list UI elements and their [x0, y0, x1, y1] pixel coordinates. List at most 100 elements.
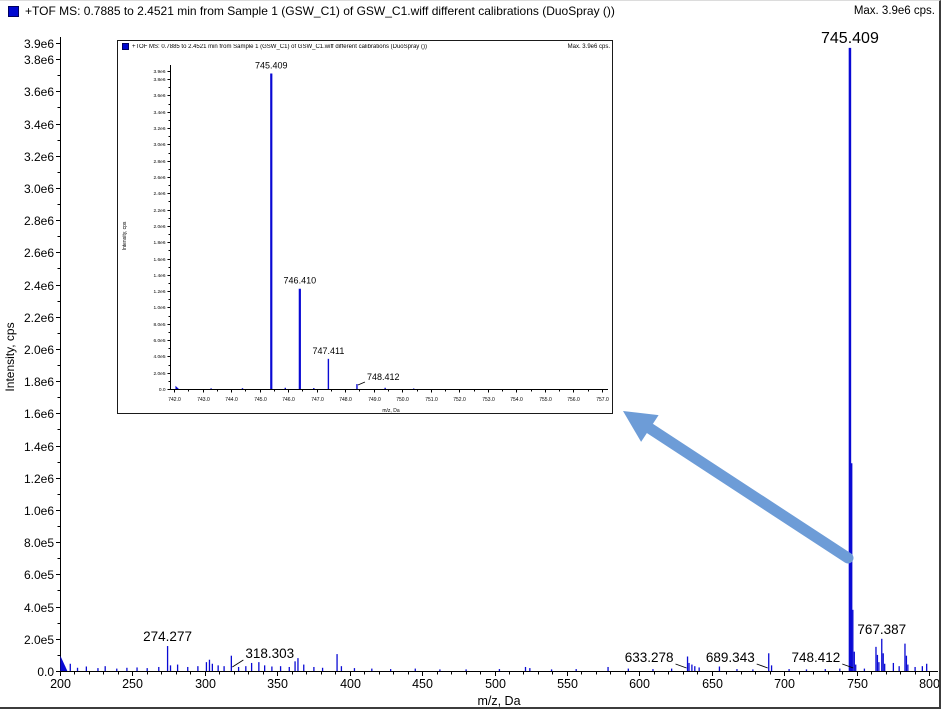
inset-x-tick-label: 747.0 [311, 397, 324, 403]
inset-peak-label-747.411: 747.411 [312, 346, 344, 356]
inset-y-tick-label: 8.0e5 [153, 322, 165, 328]
main-peak-label-633.278: 633.278 [625, 650, 674, 665]
inset-x-tick-label: 756.0 [567, 397, 580, 403]
inset-y-tick-label: 6.0e5 [153, 338, 165, 344]
main-x-tick-label: 800 [919, 677, 939, 691]
main-peak-label-745.409: 745.409 [821, 30, 879, 47]
inset-x-tick-label: 752.0 [453, 397, 466, 403]
main-peak-label-767.387: 767.387 [857, 622, 906, 637]
main-x-tick-label: 550 [557, 677, 578, 691]
main-y-tick-label: 2.8e6 [24, 214, 54, 228]
inset-x-tick-label: 743.0 [197, 397, 210, 403]
main-y-tick-label: 3.6e6 [24, 85, 54, 99]
inset-x-tick-label: 757.0 [596, 397, 609, 403]
inset-y-tick-label: 1.0e6 [153, 305, 165, 311]
main-spectrum-chart: 0.0 2.0e5 4.0e5 6.0e5 8.0e5 1.0e6 1.2e6 1.4e6 1.… [3, 30, 939, 707]
inset-peak-label-748.412: 748.412 [367, 372, 400, 382]
inset-max-intensity-label: Max. 3.9e6 cps. [567, 43, 610, 50]
main-x-tick-label: 700 [774, 677, 795, 691]
main-x-tick-label: 600 [629, 677, 650, 691]
main-y-tick-label: 2.4e6 [24, 279, 54, 293]
main-y-tick-label: 3.0e6 [24, 182, 54, 196]
trace-legend-icon [8, 5, 19, 17]
main-peak-label-leader [232, 659, 244, 668]
spectrum-title: +TOF MS: 0.7885 to 2.4521 min from Sampl… [25, 4, 615, 18]
inset-x-tick-label: 744.0 [225, 397, 238, 403]
main-peak-label-leader [756, 663, 768, 669]
main-x-tick-label: 750 [847, 677, 868, 691]
inset-y-tick-label: 1.6e6 [153, 257, 165, 263]
inset-y-tick-label: 3.0e6 [153, 142, 165, 148]
main-x-tick-label: 200 [50, 677, 71, 691]
inset-y-tick-label: 2.6e6 [153, 175, 165, 181]
inset-trace-legend-icon [122, 43, 129, 50]
main-peak-label-leader [842, 663, 854, 669]
main-y-tick-label: 4.0e5 [24, 601, 54, 615]
inset-header: +TOF MS: 0.7885 to 2.4521 min from Sampl… [118, 41, 612, 52]
inset-y-tick-label: 2.0e6 [153, 224, 165, 230]
inset-y-tick-label: 1.2e6 [153, 289, 165, 295]
main-y-tick-label: 8.0e5 [24, 536, 54, 550]
main-x-tick-label: 400 [340, 677, 361, 691]
main-peak-label-leader [675, 663, 687, 669]
main-y-tick-label: 3.4e6 [24, 118, 54, 132]
inset-peak-label-745.409: 745.409 [255, 60, 288, 70]
inset-y-tick-label: 2.2e6 [153, 208, 165, 214]
inset-x-axis-title: m/z, Da [382, 408, 399, 413]
main-edge-peak [60, 655, 68, 671]
main-y-tick-label: 1.8e6 [24, 375, 54, 389]
inset-x-tick-label: 751.0 [425, 397, 438, 403]
main-y-tick-label: 2.0e5 [24, 633, 54, 647]
main-y-tick-label: 3.9e6 [24, 37, 54, 51]
main-y-axis-title: Intensity, cps [3, 322, 17, 391]
main-y-tick-label: 2.2e6 [24, 311, 54, 325]
main-peak-label-748.412: 748.412 [791, 650, 840, 665]
inset-y-tick-label: 1.4e6 [153, 273, 165, 279]
inset-x-tick-label: 755.0 [539, 397, 552, 403]
main-x-tick-label: 500 [485, 677, 506, 691]
main-y-tick-label: 1.2e6 [24, 472, 54, 486]
inset-peak-label-leader [357, 381, 366, 386]
inset-plot-area[interactable] [170, 61, 608, 389]
main-peak-label-274.277: 274.277 [143, 629, 192, 644]
main-x-tick-label: 450 [412, 677, 433, 691]
inset-y-tick-label: 3.2e6 [153, 126, 165, 132]
inset-y-tick-label: 4.0e5 [153, 354, 165, 360]
inset-y-tick-label: 2.0e5 [153, 371, 165, 377]
inset-x-tick-label: 753.0 [482, 397, 495, 403]
max-intensity-label: Max. 3.9e6 cps. [853, 5, 935, 17]
main-peak-label-318.303: 318.303 [245, 646, 294, 661]
inset-y-tick-label: 3.8e6 [153, 77, 165, 83]
inset-y-tick-label: 0.0 [159, 387, 166, 393]
inset-zoom-window[interactable]: +TOF MS: 0.7885 to 2.4521 min from Sampl… [117, 40, 613, 414]
main-y-tick-label: 3.2e6 [24, 150, 54, 164]
inset-x-tick-label: 746.0 [282, 397, 295, 403]
inset-y-tick-label: 2.8e6 [153, 159, 165, 165]
main-peak-label-689.343: 689.343 [706, 650, 755, 665]
inset-y-tick-label: 1.8e6 [153, 240, 165, 246]
inset-x-tick-label: 742.0 [168, 397, 181, 403]
main-y-tick-label: 2.0e6 [24, 343, 54, 357]
main-y-tick-label: 3.8e6 [24, 53, 54, 67]
inset-y-tick-label: 2.4e6 [153, 191, 165, 197]
main-y-tick-label: 6.0e5 [24, 568, 54, 582]
inset-x-tick-label: 750.0 [396, 397, 409, 403]
inset-title: +TOF MS: 0.7885 to 2.4521 min from Sampl… [132, 43, 427, 50]
zoom-arrow-head [623, 411, 659, 442]
main-x-tick-label: 300 [195, 677, 216, 691]
zoom-arrow-shaft [644, 423, 854, 564]
main-y-tick-label: 0.0 [37, 665, 54, 679]
inset-edge-peak [175, 385, 179, 389]
inset-x-tick-label: 745.0 [254, 397, 267, 403]
main-x-tick-label: 650 [702, 677, 723, 691]
main-y-tick-label: 2.6e6 [24, 246, 54, 260]
main-y-tick-label: 1.0e6 [24, 504, 54, 518]
main-x-tick-label: 350 [267, 677, 288, 691]
inset-x-tick-label: 748.0 [339, 397, 352, 403]
inset-y-tick-label: 3.6e6 [153, 93, 165, 99]
inset-spectrum-chart: 0.0 2.0e5 4.0e5 6.0e5 8.0e5 1.0e6 1.2e6 1.4e6 1.… [122, 60, 609, 413]
spectrum-header: +TOF MS: 0.7885 to 2.4521 min from Sampl… [0, 1, 939, 21]
main-x-axis-title: m/z, Da [477, 694, 520, 707]
